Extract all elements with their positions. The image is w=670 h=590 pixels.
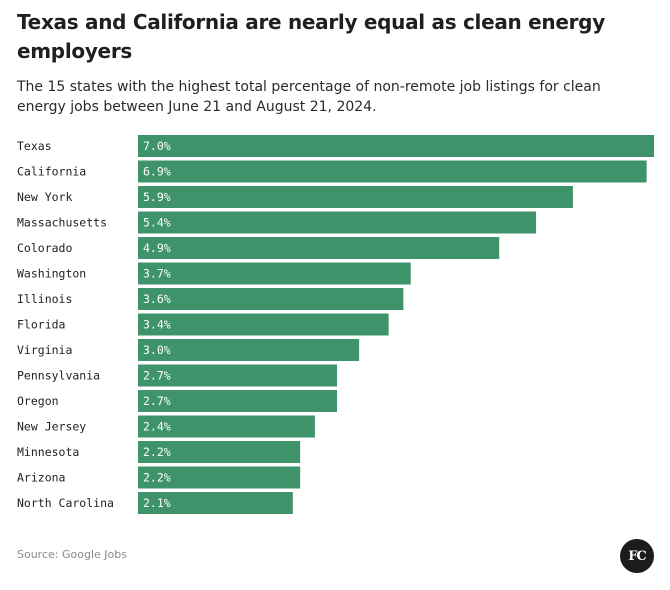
bar: [138, 415, 315, 438]
bar: [138, 364, 338, 387]
bar: [138, 135, 654, 157]
state-label: North Carolina: [17, 496, 114, 510]
state-label: Arizona: [17, 471, 65, 485]
bar: [138, 492, 293, 514]
bar: [138, 390, 338, 412]
bar: [138, 441, 301, 463]
bar-value-label: 3.4%: [143, 318, 171, 332]
state-label: Illinois: [17, 292, 72, 306]
fc-logo: FC: [620, 539, 654, 573]
bar: [138, 160, 647, 183]
bar: [138, 262, 411, 285]
bar-value-label: 3.7%: [143, 267, 171, 281]
state-label: Florida: [17, 318, 65, 332]
bar-value-label: 5.4%: [143, 216, 171, 230]
bar-value-label: 3.6%: [143, 292, 171, 306]
source-note: Source: Google Jobs: [17, 548, 127, 561]
bar-value-label: 2.1%: [143, 496, 171, 510]
state-label: Oregon: [17, 394, 59, 408]
bar-value-label: 6.9%: [143, 165, 171, 179]
state-label: Pennsylvania: [17, 369, 100, 383]
state-label: Texas: [17, 139, 52, 153]
bar-value-label: 2.4%: [143, 420, 171, 434]
bar: [138, 466, 301, 489]
bar-value-label: 2.2%: [143, 445, 171, 459]
state-label: California: [17, 165, 86, 179]
chart-title: Texas and California are nearly equal as…: [17, 10, 605, 63]
bar: [138, 211, 537, 234]
bar-value-label: 7.0%: [143, 139, 171, 153]
state-label: Colorado: [17, 241, 72, 255]
bar-value-label: 2.7%: [143, 369, 171, 383]
bar: [138, 186, 573, 208]
bar-value-label: 3.0%: [143, 343, 171, 357]
bar-value-label: 2.2%: [143, 471, 171, 485]
bar: [138, 288, 404, 310]
bar-value-label: 5.9%: [143, 190, 171, 204]
bar-chart: Texas 7.0% California 6.9% New York 5.9% Massa…: [17, 135, 654, 514]
state-label: New Jersey: [17, 420, 86, 434]
state-label: Washington: [17, 267, 86, 281]
chart-subtitle: The 15 states with the highest total per…: [17, 79, 601, 115]
state-label: Massachusetts: [17, 216, 107, 230]
bar-value-label: 2.7%: [143, 394, 171, 408]
bar-value-label: 4.9%: [143, 241, 171, 255]
bar: [138, 313, 389, 336]
bar: [138, 339, 360, 361]
state-label: New York: [17, 190, 72, 204]
state-label: Minnesota: [17, 445, 79, 459]
bar: [138, 237, 500, 259]
state-label: Virginia: [17, 343, 72, 357]
